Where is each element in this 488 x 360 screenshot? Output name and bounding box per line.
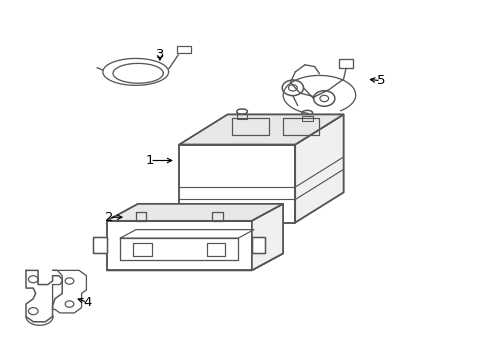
Polygon shape: [179, 145, 295, 222]
Polygon shape: [106, 204, 283, 221]
Polygon shape: [295, 114, 343, 222]
Text: 4: 4: [83, 296, 91, 309]
Polygon shape: [251, 204, 283, 270]
Polygon shape: [106, 221, 251, 270]
Text: 3: 3: [155, 48, 164, 61]
Text: 5: 5: [376, 74, 384, 87]
Text: 2: 2: [104, 211, 113, 224]
Polygon shape: [251, 237, 265, 253]
Text: 1: 1: [146, 154, 154, 167]
Polygon shape: [93, 237, 106, 253]
Polygon shape: [179, 114, 343, 145]
Polygon shape: [106, 253, 283, 270]
